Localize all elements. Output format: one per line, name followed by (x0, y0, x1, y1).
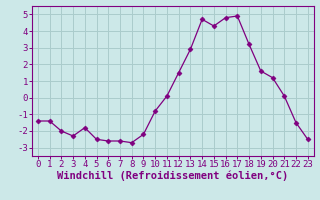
X-axis label: Windchill (Refroidissement éolien,°C): Windchill (Refroidissement éolien,°C) (57, 171, 288, 181)
